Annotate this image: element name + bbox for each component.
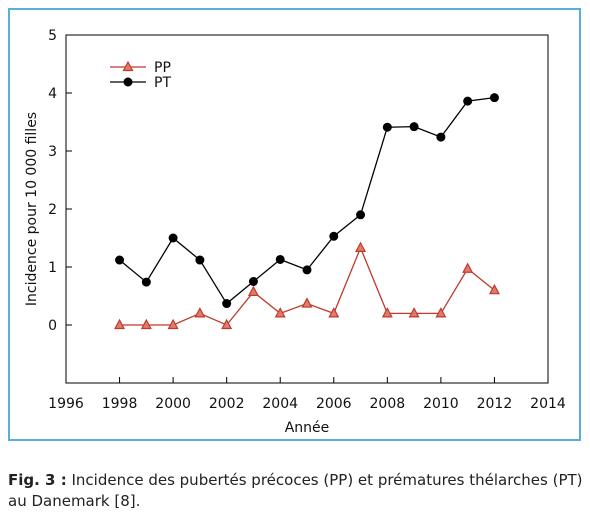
- point-PP-2012: [488, 283, 500, 295]
- point-PT-2006: [329, 231, 339, 241]
- figure-frame: [8, 8, 581, 441]
- y-axis-title: Incidence pour 10 000 filles: [24, 112, 40, 306]
- point-PP-2005: [301, 297, 313, 308]
- point-PT-2003: [248, 277, 258, 286]
- x-axis-title: Année: [285, 420, 330, 436]
- y-tick-label-5: 5: [48, 28, 57, 44]
- x-tick-label-2000: 2000: [155, 396, 191, 412]
- legend-label-PP: PP: [154, 60, 171, 76]
- legend-marker-PP: [122, 60, 134, 72]
- point-PT-2009: [409, 122, 419, 132]
- x-tick-label-2010: 2010: [423, 396, 459, 412]
- y-tick-label-4: 4: [48, 86, 57, 102]
- x-tick-label-1996: 1996: [48, 396, 84, 412]
- point-PP-2006: [328, 307, 340, 318]
- point-PP-2000: [167, 318, 179, 330]
- x-tick-label-1998: 1998: [102, 396, 138, 412]
- x-tick-label-2002: 2002: [209, 396, 245, 412]
- plot-area: [65, 34, 549, 384]
- legend-marker-PT: [123, 77, 133, 87]
- y-tick-label-0: 0: [48, 318, 57, 334]
- caption-label: Fig. 3 :: [8, 471, 67, 489]
- point-PP-2011: [462, 262, 474, 273]
- point-PP-1999: [140, 318, 152, 330]
- y-tick-label-2: 2: [48, 202, 57, 218]
- point-PT-2011: [463, 96, 473, 106]
- legend-label-PT: PT: [154, 75, 171, 91]
- x-tick-label-2008: 2008: [370, 396, 406, 412]
- point-PT-2001: [195, 255, 205, 265]
- chart: 1996 1998 2000 2002 2004 2006 2008 2010 2012 2014…: [24, 28, 566, 436]
- point-PT-2002: [222, 299, 232, 309]
- point-PP-2003: [247, 285, 259, 297]
- point-PP-2004: [274, 307, 286, 318]
- point-PT-2012: [489, 93, 499, 103]
- point-PP-2007: [355, 241, 367, 252]
- point-PP-2001: [194, 307, 206, 318]
- point-PT-2007: [356, 210, 366, 220]
- figure-caption: Fig. 3 : Incidence des pubertés précoces…: [8, 470, 584, 512]
- point-PT-1998: [115, 255, 125, 265]
- y-tick-label-1: 1: [48, 260, 57, 276]
- point-PT-2004: [275, 254, 285, 264]
- x-tick-label-2012: 2012: [477, 396, 513, 412]
- point-PT-2000: [168, 233, 178, 243]
- point-PT-2008: [382, 122, 392, 132]
- caption-text: Incidence des pubertés précoces (PP) et …: [8, 471, 583, 510]
- point-PP-2002: [221, 318, 233, 330]
- point-PT-1999: [141, 277, 151, 287]
- point-PP-2009: [408, 307, 420, 318]
- point-PP-1998: [114, 318, 126, 330]
- point-PT-2005: [302, 265, 312, 275]
- x-tick-label-2014: 2014: [530, 396, 566, 412]
- point-PP-2008: [381, 307, 393, 318]
- point-PP-2010: [435, 307, 447, 318]
- x-tick-label-2006: 2006: [316, 396, 352, 412]
- y-tick-label-3: 3: [48, 144, 57, 160]
- x-tick-label-2004: 2004: [262, 396, 298, 412]
- point-PT-2010: [436, 132, 446, 142]
